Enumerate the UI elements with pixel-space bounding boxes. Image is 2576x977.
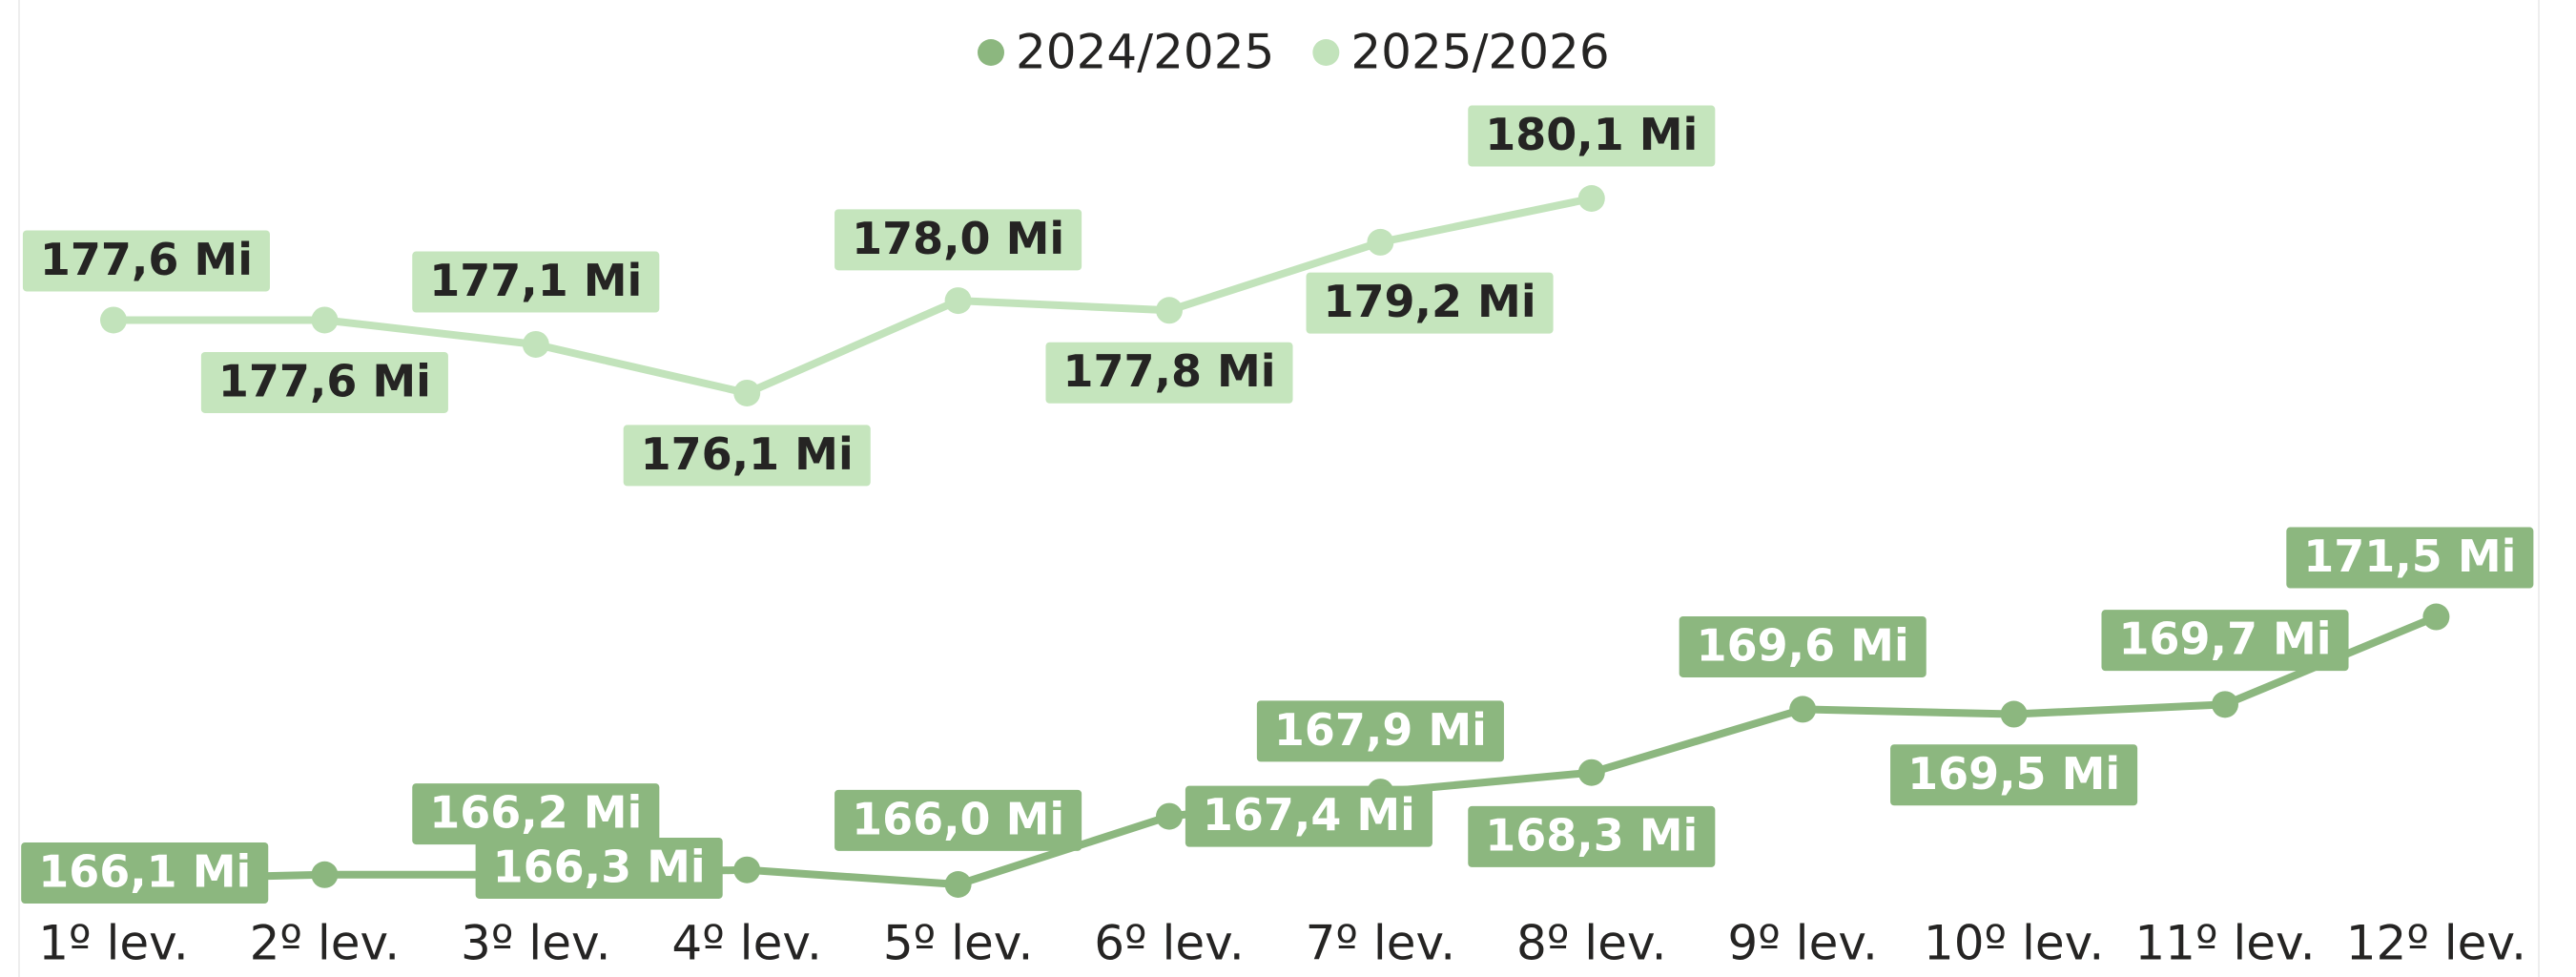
data-point (733, 856, 761, 883)
data-point (1789, 696, 1817, 723)
data-label: 177,8 Mi (1045, 342, 1293, 404)
data-label-text: 166,0 Mi (852, 793, 1064, 844)
data-point (1367, 228, 1394, 256)
legend-swatch (978, 39, 1004, 66)
data-label-text: 180,1 Mi (1485, 109, 1698, 160)
data-label-box (1185, 785, 1432, 847)
data-label-text: 179,2 Mi (1324, 276, 1536, 327)
x-tick-label: 8º lev. (1516, 916, 1667, 971)
data-label-text: 166,1 Mi (38, 846, 251, 898)
data-point (944, 287, 972, 315)
data-label-text: 169,5 Mi (1907, 748, 2120, 800)
data-label-text: 178,0 Mi (852, 213, 1064, 264)
x-tick-label: 3º lev. (461, 916, 611, 971)
data-label: 166,2 Mi (412, 783, 660, 845)
data-point (944, 871, 972, 898)
data-point (733, 379, 761, 406)
data-label-text: 167,9 Mi (1274, 704, 1487, 756)
data-label-box (475, 837, 723, 899)
data-label-box (1679, 615, 1927, 677)
data-label-text: 169,6 Mi (1697, 619, 1909, 671)
data-point (1577, 185, 1605, 212)
data-label-box (412, 251, 660, 313)
data-label-box (623, 425, 871, 487)
data-label-text: 177,1 Mi (429, 255, 642, 306)
data-label: 178,0 Mi (835, 209, 1082, 271)
data-label: 180,1 Mi (1468, 105, 1716, 167)
data-label: 166,3 Mi (475, 837, 723, 899)
data-label: 177,1 Mi (412, 251, 660, 313)
data-label-box (835, 789, 1082, 851)
data-label-text: 177,6 Mi (40, 234, 253, 285)
x-tick-label: 9º lev. (1727, 916, 1878, 971)
data-point (2212, 691, 2238, 718)
data-label-box (1468, 105, 1716, 167)
data-point (1156, 802, 1183, 830)
data-label: 169,7 Mi (2101, 610, 2349, 672)
data-label-text: 177,6 Mi (218, 355, 431, 406)
x-tick-label: 1º lev. (38, 916, 189, 971)
data-label-text: 177,8 Mi (1062, 345, 1275, 397)
data-label: 176,1 Mi (623, 425, 871, 487)
data-point (522, 330, 549, 358)
data-label: 166,1 Mi (21, 842, 269, 904)
x-tick-label: 4º lev. (671, 916, 822, 971)
x-tick-label: 10º lev. (1924, 916, 2104, 971)
data-label-text: 168,3 Mi (1485, 809, 1698, 861)
data-label-box (1306, 272, 1554, 334)
data-label-box (1468, 805, 1716, 867)
data-point (2422, 603, 2450, 631)
legend-label: 2025/2026 (1350, 25, 1609, 80)
data-point (311, 306, 339, 334)
data-label-box (1045, 342, 1293, 404)
data-label-text: 176,1 Mi (641, 428, 854, 480)
data-label: 177,6 Mi (200, 351, 448, 413)
x-tick-label: 2º lev. (250, 916, 401, 971)
data-label-text: 171,5 Mi (2303, 530, 2516, 582)
data-label-text: 167,4 Mi (1203, 789, 1415, 841)
data-label: 167,4 Mi (1185, 785, 1432, 847)
data-label-box (200, 351, 448, 413)
data-label-text: 166,2 Mi (429, 787, 642, 839)
data-point (1156, 297, 1183, 324)
data-label: 177,6 Mi (22, 230, 270, 292)
data-label: 169,6 Mi (1679, 615, 1927, 677)
data-label-box (2286, 527, 2534, 589)
data-label: 171,5 Mi (2286, 527, 2534, 589)
data-label-box (1890, 744, 2138, 806)
data-label: 167,9 Mi (1256, 700, 1504, 762)
data-label-text: 169,7 Mi (2118, 613, 2331, 665)
data-point (311, 861, 339, 888)
data-label-box (1256, 700, 1504, 762)
data-point (100, 306, 127, 334)
legend-label: 2024/2025 (1016, 25, 1274, 80)
data-label: 168,3 Mi (1468, 805, 1716, 867)
x-tick-label: 7º lev. (1306, 916, 1456, 971)
data-label: 169,5 Mi (1890, 744, 2138, 806)
x-tick-label: 12º lev. (2346, 916, 2526, 971)
x-tick-label: 6º lev. (1094, 916, 1245, 971)
series-line (113, 195, 1593, 397)
data-label: 179,2 Mi (1306, 272, 1554, 334)
data-label-box (835, 209, 1082, 271)
data-label-box (412, 783, 660, 845)
data-label-box (22, 230, 270, 292)
x-tick-label: 11º lev. (2134, 916, 2315, 971)
data-label: 166,0 Mi (835, 789, 1082, 851)
data-point (1577, 759, 1605, 786)
data-label-box (21, 842, 269, 904)
x-tick-label: 5º lev. (883, 916, 1034, 971)
legend-swatch (1312, 39, 1340, 66)
data-label-text: 166,3 Mi (493, 841, 706, 892)
data-label-box (2101, 610, 2349, 672)
data-point (2000, 700, 2028, 728)
